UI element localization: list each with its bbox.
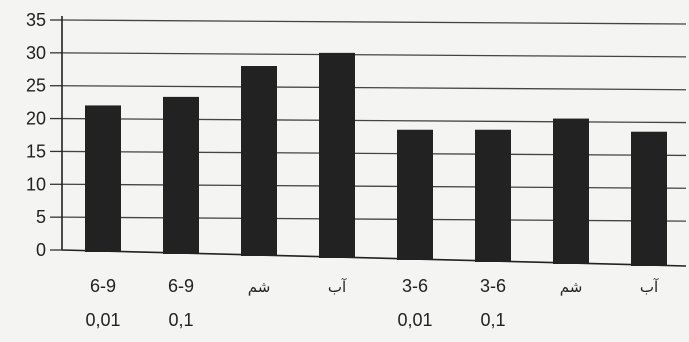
y-tick-label: 15	[26, 141, 46, 161]
y-tick-label: 10	[26, 174, 46, 194]
x-category-label: 6-9	[168, 276, 194, 296]
x-axis	[61, 249, 687, 267]
gridline	[61, 19, 687, 25]
x-category-label: 0,1	[168, 310, 193, 330]
y-tick-label: 35	[26, 10, 46, 30]
gridline	[61, 52, 687, 58]
x-category-label: 0,01	[397, 310, 432, 330]
bar	[553, 118, 589, 264]
grid-lines	[61, 19, 687, 222]
bars	[85, 52, 667, 266]
x-category-label: آب	[328, 278, 347, 296]
bar	[631, 131, 667, 266]
gridline	[61, 117, 687, 124]
bar	[241, 66, 277, 256]
bar	[85, 105, 121, 252]
y-tick-labels: 0 5 10 15 20 25 30 35	[26, 10, 46, 260]
bar	[397, 129, 433, 260]
x-category-label: شم	[248, 278, 271, 296]
x-category-labels: 6-9 0,01 6-9 0,1 شم آب 3-6 0,01 3-6 0,1 شم آب	[85, 276, 658, 330]
x-category-label: 0,01	[85, 310, 120, 330]
x-category-label: 0,1	[480, 310, 505, 330]
x-category-label: آب	[640, 278, 659, 296]
y-tick-label: 0	[36, 240, 46, 260]
bar	[475, 129, 511, 262]
x-category-label: 6-9	[90, 276, 116, 296]
gridline	[61, 183, 687, 189]
bar	[163, 96, 199, 254]
x-category-label: 3-6	[480, 276, 506, 296]
axes	[50, 16, 687, 267]
y-tick-label: 5	[36, 207, 46, 227]
x-category-label: شم	[560, 278, 583, 296]
y-tick-label: 25	[26, 76, 46, 96]
gridline	[61, 85, 687, 91]
bar	[319, 52, 355, 258]
y-tick-label: 30	[26, 43, 46, 63]
gridline	[61, 150, 687, 157]
gridline	[61, 216, 687, 222]
x-category-label: 3-6	[402, 276, 428, 296]
y-tick-label: 20	[26, 109, 46, 129]
